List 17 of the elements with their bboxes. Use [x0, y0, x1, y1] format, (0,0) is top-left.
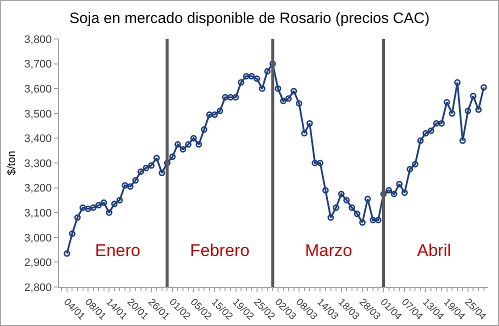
y-tick-label: 3,500 [24, 108, 52, 120]
annotation: Enero [95, 241, 140, 260]
y-tick-label: 2,900 [24, 257, 52, 270]
y-tick-label: 3,100 [24, 207, 52, 220]
annotation: Febrero [190, 241, 250, 260]
y-tick-label: 3,700 [24, 58, 52, 71]
y-tick-label: 3,400 [24, 133, 52, 146]
y-tick-label: 3,800 [24, 34, 52, 46]
y-tick-label: 2,800 [24, 282, 52, 294]
chart-title: Soja en mercado disponible de Rosario (precios CAC) [69, 10, 430, 27]
annotation: Abril [417, 241, 452, 260]
y-tick-label: 3,300 [24, 158, 52, 170]
y-tick-label: 3,200 [24, 182, 52, 195]
y-tick-label: 3,000 [24, 232, 52, 244]
y-tick-label: 3,600 [24, 83, 52, 96]
annotation: Marzo [305, 241, 352, 260]
y-axis-title: $/ton [6, 150, 18, 176]
